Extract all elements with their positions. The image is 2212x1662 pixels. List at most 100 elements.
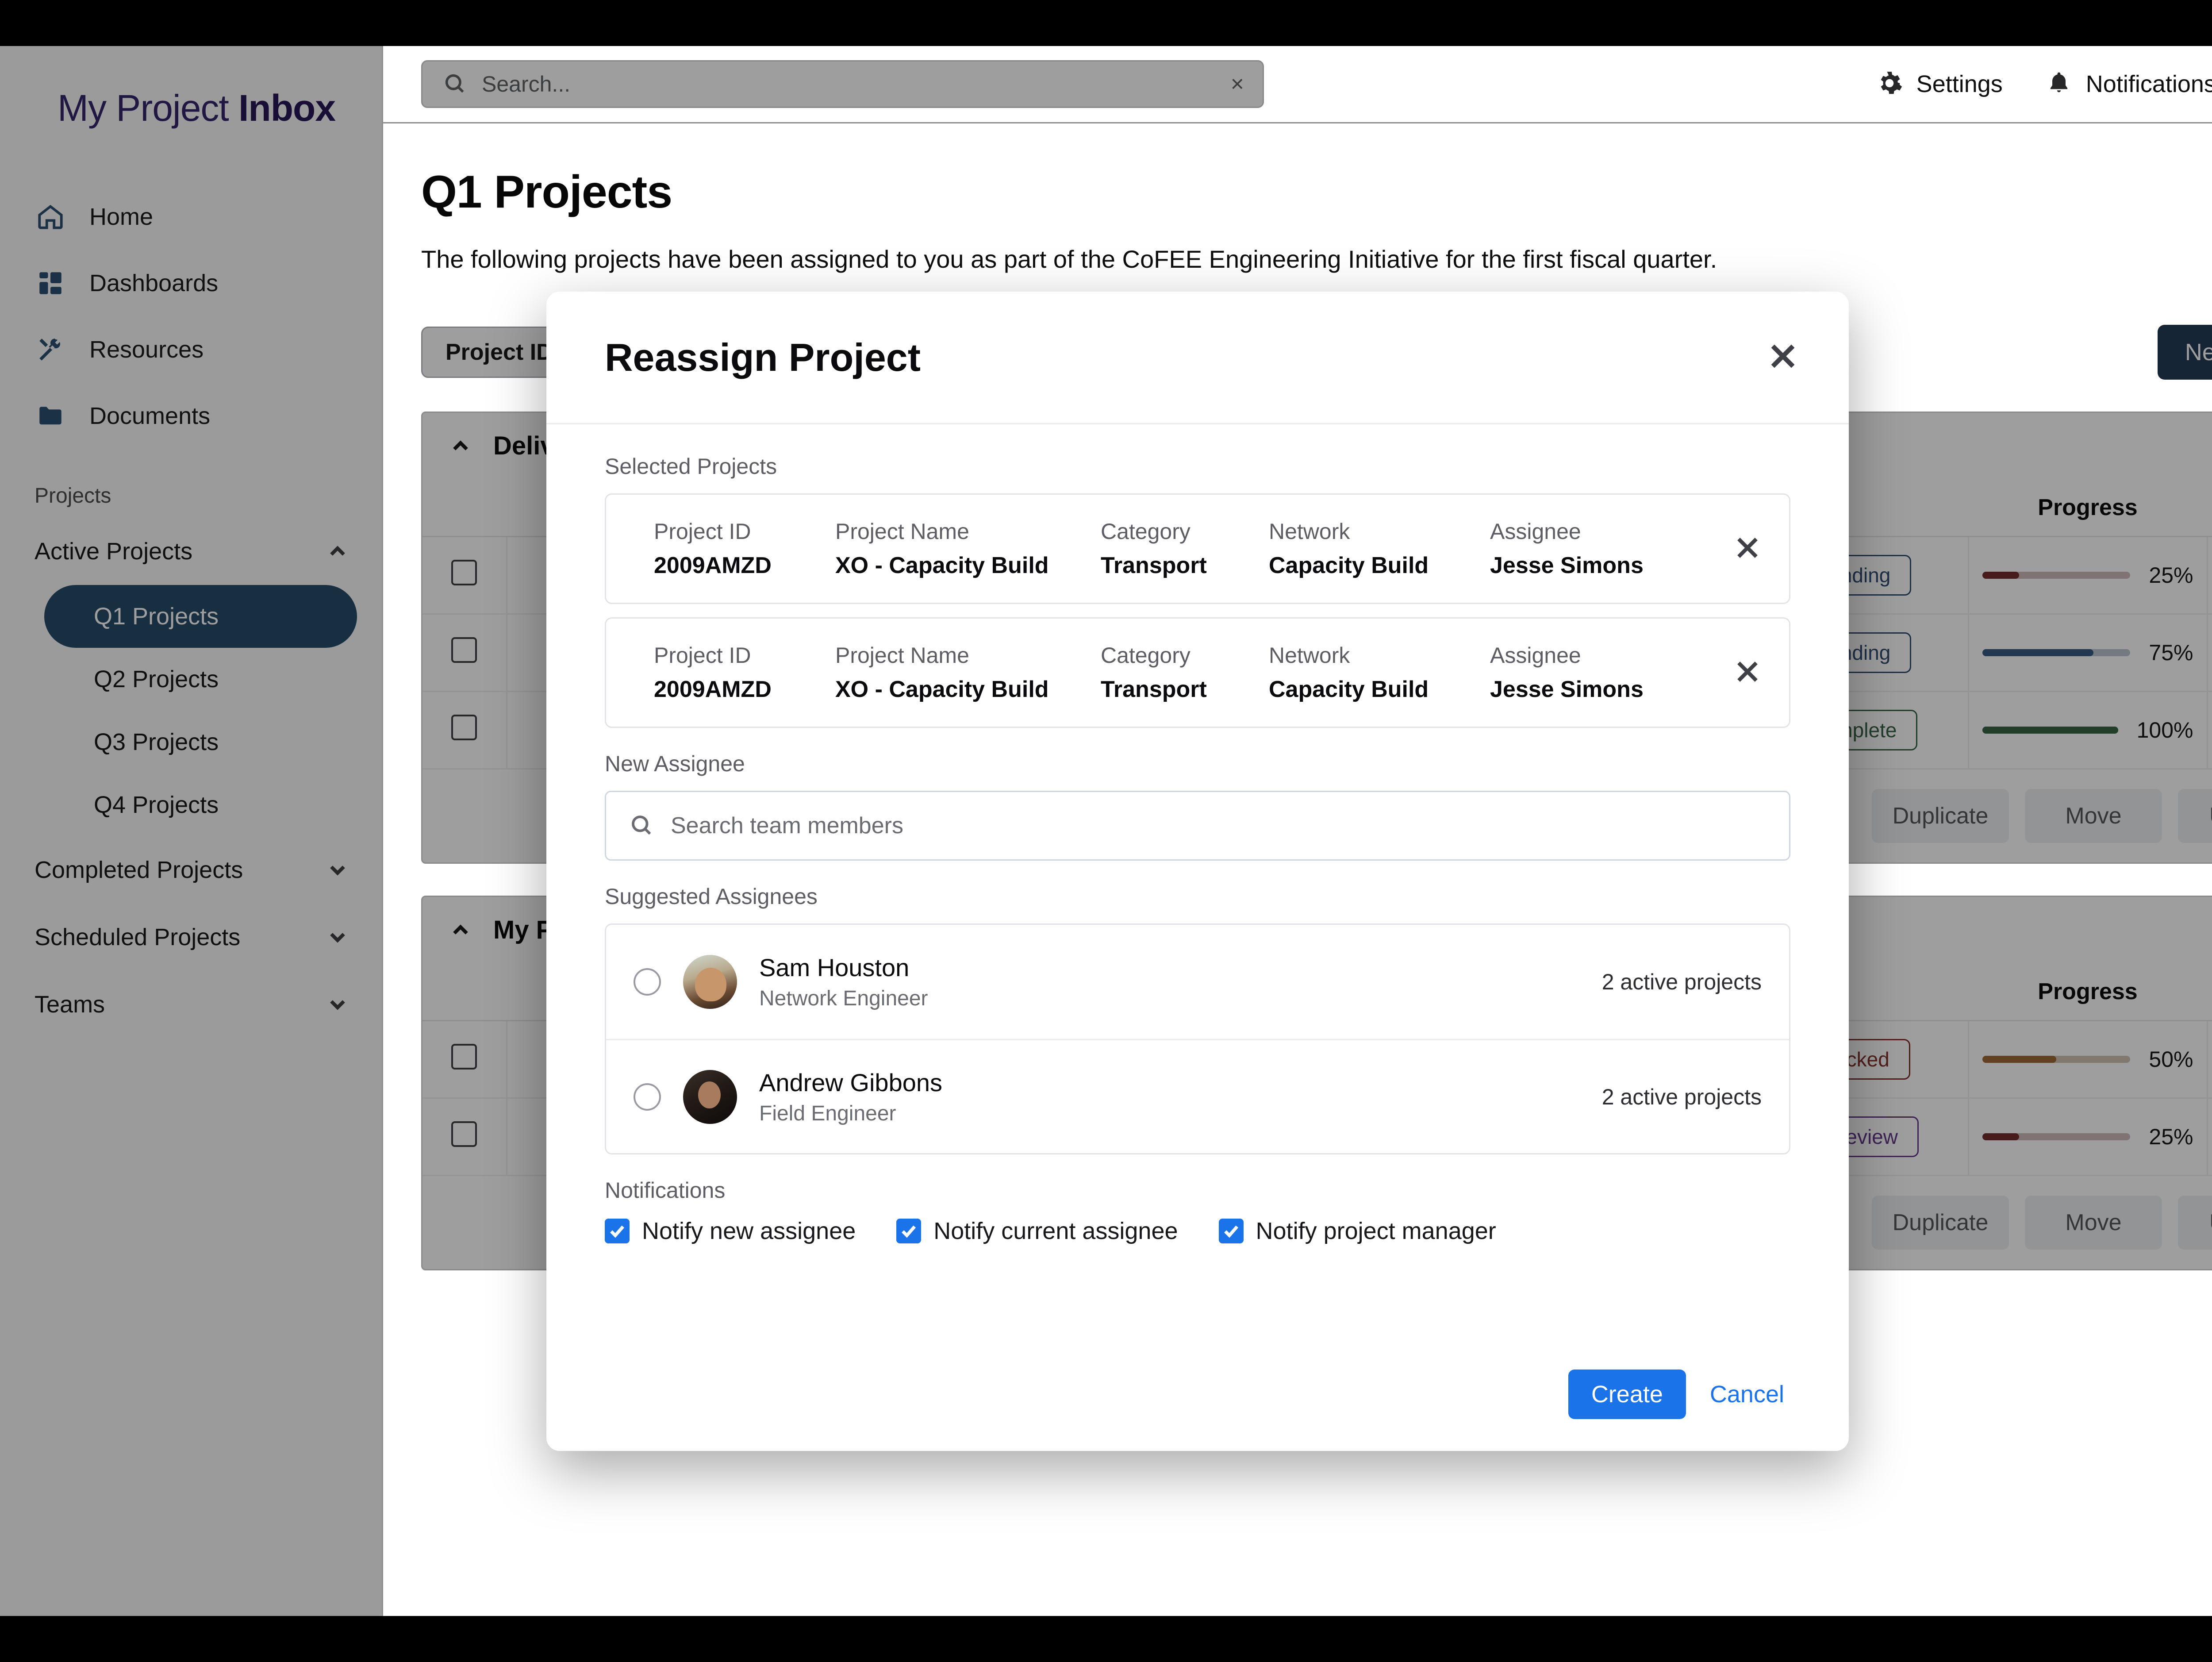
notes-cell[interactable]: 3: [2207, 536, 2212, 615]
modal-body: Selected Projects Project ID 2009AMZD Pr…: [546, 424, 1849, 1352]
update-button[interactable]: Update: [2178, 789, 2212, 843]
sidebar-item-label: Resources: [89, 336, 204, 363]
notes-cell[interactable]: 5: [2207, 614, 2212, 692]
sidebar-item-dashboards[interactable]: Dashboards: [0, 250, 382, 316]
sidebar-item-label: Q1 Projects: [94, 603, 219, 630]
top-bar: Search... × Settings Notifications Profi…: [383, 46, 2212, 123]
brand-bold: Inbox: [238, 87, 336, 129]
list-item[interactable]: Sam Houston Network Engineer 2 active pr…: [606, 925, 1789, 1039]
checkbox-checked-icon[interactable]: [605, 1219, 630, 1243]
option-label: Notify project manager: [1256, 1218, 1496, 1244]
brand-logo[interactable]: My Project Inbox: [0, 87, 382, 130]
page-title: Q1 Projects: [421, 166, 672, 218]
row-select-cell[interactable]: [422, 1098, 507, 1176]
checkbox-checked-icon[interactable]: [896, 1219, 922, 1243]
sidebar-item-resources[interactable]: Resources: [0, 316, 382, 383]
assignee-role: Network Engineer: [759, 987, 928, 1010]
assignee-active-count: 2 active projects: [1601, 1084, 1762, 1109]
field-label: Network: [1269, 643, 1350, 668]
notify-current-assignee-option[interactable]: Notify current assignee: [896, 1217, 1178, 1245]
close-icon[interactable]: [1766, 339, 1800, 376]
assignee-text: Sam Houston Network Engineer: [759, 953, 928, 1011]
row-select-cell[interactable]: [422, 536, 507, 615]
chevron-up-icon[interactable]: [448, 434, 473, 458]
assignee-radio[interactable]: [634, 968, 661, 996]
progress-bar: [1982, 649, 2131, 656]
project-id-field: Project ID 2009AMZD: [654, 642, 835, 703]
remove-project-icon[interactable]: [1732, 533, 1763, 565]
col-notes: Notes: [2207, 963, 2212, 1021]
progress-bar: [1982, 1055, 2131, 1063]
clear-search-icon[interactable]: ×: [1230, 71, 1244, 97]
row-checkbox[interactable]: [451, 1043, 477, 1070]
remove-project-icon[interactable]: [1732, 657, 1763, 689]
update-button[interactable]: Update: [2178, 1195, 2212, 1250]
row-checkbox[interactable]: [451, 559, 477, 585]
assignee-search-field[interactable]: Search team members: [605, 791, 1790, 861]
assignee-search-input[interactable]: Search team members: [671, 813, 903, 839]
col-notes: Notes: [2207, 479, 2212, 537]
assignee-name: Andrew Gibbons: [759, 1068, 943, 1096]
field-label: Project ID: [654, 643, 751, 668]
progress-label: 50%: [2149, 1046, 2193, 1072]
panel-actions: Duplicate Move Update: [422, 1176, 2212, 1269]
cancel-button[interactable]: Cancel: [1709, 1381, 1784, 1408]
sidebar: My Project Inbox Home Dashboards Resourc…: [0, 46, 383, 1616]
notes-cell[interactable]: 1: [2207, 691, 2212, 769]
list-item[interactable]: Andrew Gibbons Field Engineer 2 active p…: [606, 1039, 1789, 1153]
notes-cell[interactable]: 2: [2207, 1020, 2212, 1099]
row-checkbox[interactable]: [451, 1121, 477, 1147]
chevron-up-icon[interactable]: [448, 918, 473, 943]
field-label: Assignee: [1490, 643, 1581, 668]
sidebar-section-label: Projects: [35, 484, 111, 508]
sidebar-item-q2-projects[interactable]: Q2 Projects: [44, 648, 357, 711]
notify-project-manager-option[interactable]: Notify project manager: [1218, 1217, 1496, 1245]
sidebar-item-q4-projects[interactable]: Q4 Projects: [44, 773, 357, 836]
sidebar-item-label: Dashboards: [89, 270, 219, 296]
global-search[interactable]: Search... ×: [421, 60, 1264, 108]
sidebar-item-q3-projects[interactable]: Q3 Projects: [44, 711, 357, 773]
assignee-name: Sam Houston: [759, 954, 910, 981]
chevron-down-icon: [325, 992, 350, 1017]
sidebar-group-completed-projects[interactable]: Completed Projects: [0, 836, 382, 904]
sidebar-item-q1-projects[interactable]: Q1 Projects: [44, 585, 357, 648]
notes-cell[interactable]: 2: [2207, 1098, 2212, 1176]
new-project-button[interactable]: New Project: [2157, 324, 2212, 380]
sidebar-item-documents[interactable]: Documents: [0, 383, 382, 449]
move-button[interactable]: Move: [2025, 789, 2162, 843]
notifications-section: Notifications Notify new assignee Notify…: [605, 1177, 1790, 1245]
notify-new-assignee-option[interactable]: Notify new assignee: [605, 1217, 856, 1245]
checkbox-checked-icon[interactable]: [1218, 1219, 1244, 1243]
page-description: The following projects have been assigne…: [421, 245, 1717, 273]
panel-actions: Duplicate Move Update: [422, 769, 2212, 862]
assignee-radio[interactable]: [634, 1083, 661, 1111]
search-icon: [443, 72, 466, 97]
avatar: [683, 955, 737, 1009]
project-id-field: Project ID 2009AMZD: [654, 519, 835, 579]
search-input[interactable]: Search...: [482, 72, 571, 96]
progress-label: 75%: [2149, 640, 2193, 665]
selected-project-card: Project ID 2009AMZD Project Name XO - Ca…: [605, 617, 1790, 728]
row-checkbox[interactable]: [451, 637, 477, 663]
sidebar-group-label: Teams: [35, 991, 105, 1018]
project-name-field: Project Name XO - Capacity Build: [835, 519, 1101, 579]
modal-footer: Create Cancel: [546, 1352, 1849, 1451]
settings-label: Settings: [1916, 71, 2003, 97]
sidebar-item-home[interactable]: Home: [0, 184, 382, 250]
duplicate-button[interactable]: Duplicate: [1872, 1195, 2009, 1250]
settings-button[interactable]: Settings: [1876, 69, 2003, 99]
notifications-button[interactable]: Notifications: [2045, 69, 2212, 99]
option-label: Notify current assignee: [933, 1218, 1178, 1244]
suggested-assignees-label: Suggested Assignees: [605, 884, 818, 909]
duplicate-button[interactable]: Duplicate: [1872, 789, 2009, 843]
row-select-cell[interactable]: [422, 691, 507, 769]
row-select-cell[interactable]: [422, 614, 507, 692]
sidebar-group-scheduled-projects[interactable]: Scheduled Projects: [0, 904, 382, 971]
create-button[interactable]: Create: [1568, 1370, 1686, 1419]
sidebar-group-teams[interactable]: Teams: [0, 971, 382, 1038]
progress-label: 100%: [2136, 717, 2193, 743]
sidebar-group-active-projects[interactable]: Active Projects: [0, 518, 382, 585]
row-select-cell[interactable]: [422, 1020, 507, 1099]
move-button[interactable]: Move: [2025, 1195, 2162, 1250]
row-checkbox[interactable]: [451, 714, 477, 740]
